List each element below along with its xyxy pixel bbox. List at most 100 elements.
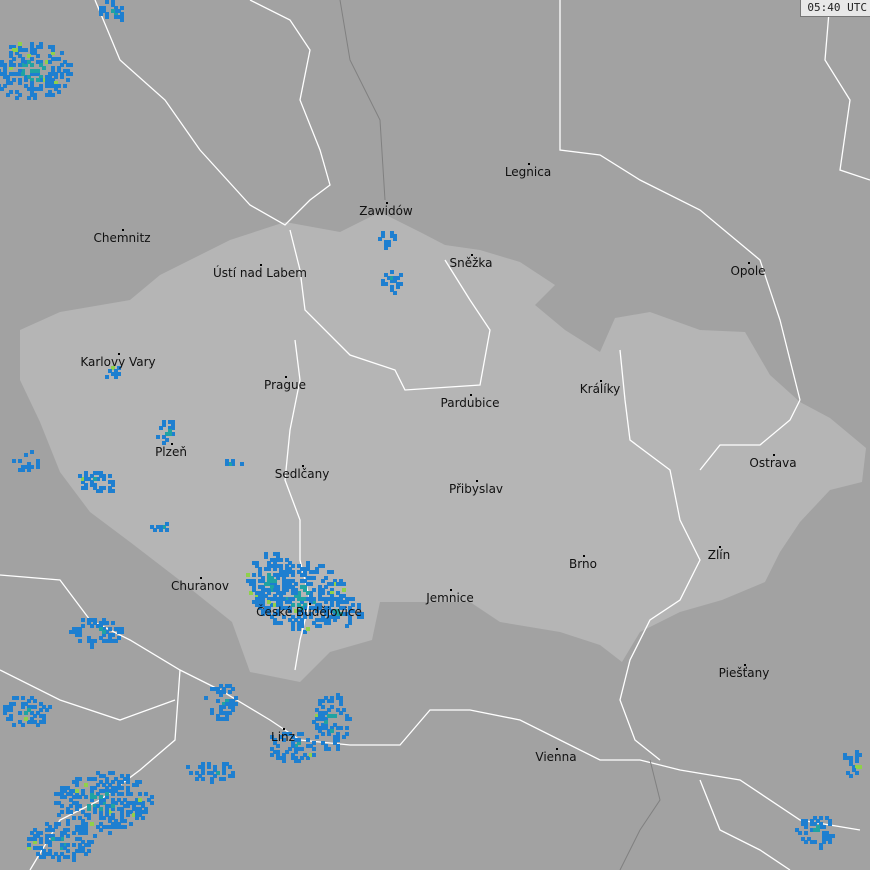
radar-pixel — [315, 609, 319, 613]
radar-pixel — [216, 690, 220, 694]
radar-pixel — [117, 372, 121, 376]
radar-pixel — [72, 795, 76, 799]
radar-pixel — [273, 597, 277, 601]
radar-pixel — [90, 795, 94, 799]
radar-pixel — [57, 84, 61, 88]
radar-pixel — [114, 819, 118, 823]
radar-pixel — [66, 828, 70, 832]
radar-pixel — [255, 591, 259, 595]
radar-pixel — [6, 93, 10, 97]
radar-pixel — [288, 579, 292, 583]
city-marker — [283, 728, 285, 730]
radar-pixel — [9, 60, 13, 64]
radar-pixel — [822, 840, 826, 844]
radar-pixel — [279, 735, 283, 739]
radar-pixel — [222, 768, 226, 772]
radar-pixel — [84, 795, 88, 799]
radar-pixel — [66, 843, 70, 847]
radar-pixel — [120, 819, 124, 823]
radar-pixel — [108, 627, 112, 631]
radar-pixel — [333, 609, 337, 613]
radar-pixel — [102, 774, 106, 778]
radar-pixel — [813, 816, 817, 820]
radar-pixel — [288, 561, 292, 565]
radar-pixel — [324, 612, 328, 616]
radar-pixel — [24, 60, 28, 64]
radar-pixel — [291, 573, 295, 577]
radar-pixel — [6, 75, 10, 79]
radar-pixel — [60, 795, 64, 799]
city-marker — [583, 555, 585, 557]
radar-pixel — [102, 618, 106, 622]
radar-pixel — [312, 753, 316, 757]
radar-pixel — [249, 591, 253, 595]
radar-pixel — [222, 702, 226, 706]
radar-pixel — [309, 744, 313, 748]
radar-pixel — [126, 801, 130, 805]
radar-pixel — [90, 483, 94, 487]
radar-pixel — [222, 762, 226, 766]
radar-pixel — [312, 747, 316, 751]
radar-pixel — [258, 585, 262, 589]
radar-pixel — [36, 72, 40, 76]
radar-pixel — [57, 66, 61, 70]
radar-pixel — [252, 579, 256, 583]
radar-pixel — [78, 639, 82, 643]
radar-pixel — [60, 51, 64, 55]
radar-pixel — [42, 714, 46, 718]
radar-pixel — [36, 723, 40, 727]
radar-pixel — [201, 768, 205, 772]
radar-pixel — [90, 798, 94, 802]
radar-pixel — [24, 48, 28, 52]
radar-pixel — [135, 807, 139, 811]
radar-pixel — [126, 777, 130, 781]
radar-pixel — [282, 585, 286, 589]
radar-pixel — [300, 756, 304, 760]
city-marker — [260, 264, 262, 266]
radar-pixel — [345, 597, 349, 601]
radar-pixel — [33, 87, 37, 91]
radar-pixel — [0, 84, 1, 88]
radar-pixel — [273, 603, 277, 607]
radar-pixel — [246, 579, 250, 583]
radar-pixel — [129, 810, 133, 814]
radar-pixel — [267, 588, 271, 592]
radar-pixel — [279, 573, 283, 577]
radar-pixel — [357, 603, 361, 607]
radar-pixel — [267, 609, 271, 613]
radar-pixel — [345, 624, 349, 628]
radar-pixel — [327, 732, 331, 736]
radar-pixel — [30, 831, 34, 835]
radar-pixel — [48, 852, 52, 856]
radar-pixel — [84, 831, 88, 835]
radar-pixel — [18, 72, 22, 76]
radar-pixel — [66, 822, 70, 826]
radar-pixel — [300, 618, 304, 622]
radar-pixel — [120, 15, 124, 19]
radar-pixel — [330, 591, 334, 595]
radar-pixel — [330, 597, 334, 601]
radar-pixel — [234, 702, 238, 706]
city-label: Piešťany — [718, 666, 770, 680]
radar-pixel — [279, 756, 283, 760]
radar-pixel — [333, 612, 337, 616]
radar-pixel — [90, 474, 94, 478]
radar-pixel — [228, 690, 232, 694]
radar-pixel — [210, 780, 214, 784]
radar-pixel — [222, 711, 226, 715]
radar-pixel — [282, 570, 286, 574]
radar-pixel — [0, 63, 4, 67]
radar-pixel — [279, 567, 283, 571]
radar-pixel — [282, 732, 286, 736]
radar-pixel — [30, 57, 34, 61]
radar-pixel — [90, 786, 94, 790]
radar-pixel — [51, 48, 55, 52]
radar-pixel — [105, 12, 109, 16]
radar-pixel — [255, 564, 259, 568]
radar-pixel — [135, 801, 139, 805]
radar-pixel — [69, 804, 73, 808]
radar-pixel — [30, 87, 34, 91]
radar-pixel — [21, 468, 25, 472]
radar-pixel — [96, 624, 100, 628]
